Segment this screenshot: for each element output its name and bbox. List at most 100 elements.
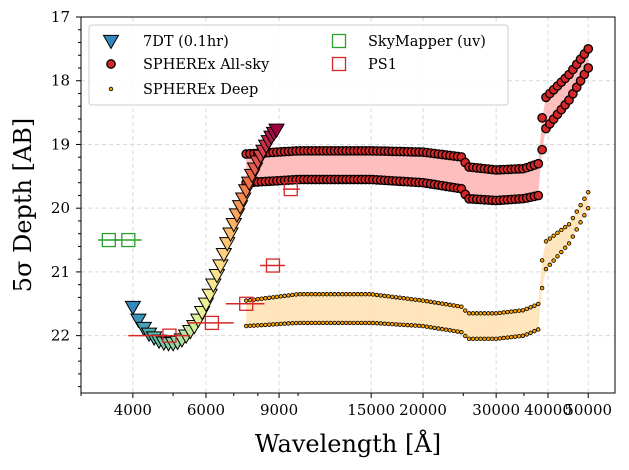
- spherex-deep-point: [578, 220, 583, 225]
- legend-label: 7DT (0.1hr): [143, 34, 229, 50]
- spherex-deep-point: [574, 227, 579, 232]
- spherex-deep-point: [463, 333, 468, 339]
- spherex-deep-point: [274, 321, 280, 327]
- legend-marker-spherex-deep: [108, 86, 114, 92]
- spherex-allsky-point: [533, 190, 544, 201]
- y-tick-label: 19: [51, 135, 70, 153]
- spherex-deep-point: [420, 323, 426, 329]
- spherex-deep-point: [305, 292, 310, 297]
- sevendt-triangle: [215, 247, 233, 263]
- spherex-deep-point: [363, 292, 368, 297]
- spherex-deep-point: [332, 320, 337, 326]
- ps1-square: [265, 258, 281, 273]
- spherex-deep-point: [309, 320, 314, 326]
- legend: 7DT (0.1hr) SPHEREx All-sky SPHEREx Deep Sk…: [88, 24, 509, 106]
- spherex-deep-point: [562, 245, 568, 250]
- sevendt-triangle: [268, 123, 285, 139]
- ps1-square: [283, 181, 298, 197]
- spherex-deep-point: [513, 308, 518, 314]
- ps1-square: [239, 296, 254, 311]
- spherex-deep-point: [405, 296, 410, 301]
- spherex-deep-point: [374, 292, 380, 298]
- spherex-deep-point: [351, 320, 357, 326]
- y-tick-label: 22: [51, 327, 70, 345]
- spherex-deep-point: [405, 322, 410, 328]
- spherex-deep-point: [570, 234, 576, 239]
- spherex-deep-point: [244, 323, 249, 329]
- spherex-allsky-point: [583, 63, 594, 73]
- spherex-deep-point: [432, 300, 437, 305]
- spherex-deep-point: [497, 310, 503, 316]
- spherex-deep-point: [370, 292, 376, 297]
- spherex-deep-point: [555, 254, 560, 259]
- spherex-deep-point: [259, 296, 264, 301]
- spherex-deep-point: [455, 329, 460, 334]
- spherex-deep-point: [309, 292, 314, 297]
- spherex-deep-point: [505, 335, 510, 340]
- spherex-deep-point: [286, 293, 291, 298]
- spherex-deep-point: [324, 320, 330, 326]
- spherex-deep-point: [455, 303, 460, 309]
- spherex-deep-point: [378, 293, 383, 298]
- spherex-deep-point: [443, 302, 449, 307]
- spherex-deep-point: [278, 321, 283, 327]
- spherex-deep-point: [566, 241, 572, 246]
- spherex-allsky-band: [246, 48, 589, 201]
- spherex-deep-point: [313, 320, 318, 326]
- spherex-deep-point: [401, 296, 406, 301]
- spherex-deep-point: [586, 190, 591, 195]
- spherex-deep-point: [524, 306, 529, 312]
- depth-bands: [246, 48, 589, 339]
- spherex-deep-point: [290, 321, 295, 326]
- spherex-deep-band: [246, 192, 589, 339]
- spherex-deep-point: [513, 334, 518, 339]
- spherex-deep-point: [270, 295, 276, 300]
- spherex-deep-point: [532, 303, 537, 308]
- spherex-deep-point: [332, 292, 337, 297]
- spherex-deep-point: [547, 262, 553, 268]
- spherex-deep-point: [336, 320, 341, 326]
- spherex-deep-point: [586, 205, 591, 211]
- spherex-deep-point: [559, 249, 564, 255]
- spherex-deep-point: [355, 292, 360, 297]
- spherex-deep-point: [493, 311, 499, 316]
- legend-marker-7dt: [102, 34, 120, 50]
- spherex-deep-point: [566, 222, 572, 227]
- spherex-deep-point: [413, 323, 418, 328]
- spherex-deep-point: [440, 326, 445, 332]
- spherex-deep-point: [551, 233, 556, 238]
- legend-frame: [88, 24, 509, 106]
- skymapper-square: [121, 232, 136, 248]
- spherex-deep-point: [551, 258, 556, 263]
- spherex-deep-point: [251, 323, 257, 328]
- spherex-deep-point: [447, 302, 453, 308]
- spherex-deep-point: [255, 296, 260, 302]
- spherex-deep-point: [501, 310, 506, 315]
- spherex-deep-point: [436, 326, 441, 331]
- y-axis-title: 5σ Depth [AB]: [9, 118, 37, 293]
- spherex-deep-point: [278, 294, 283, 299]
- spherex-deep-point: [497, 336, 503, 341]
- spherex-deep-point: [413, 297, 418, 302]
- legend-label: SkyMapper (uv): [368, 34, 486, 50]
- spherex-deep-point: [255, 323, 260, 328]
- data-marks: [98, 44, 594, 352]
- spherex-deep-point: [420, 298, 426, 303]
- spherex-deep-point: [247, 297, 253, 303]
- spherex-deep-point: [409, 296, 414, 302]
- spherex-deep-point: [536, 327, 541, 332]
- spherex-deep-point: [570, 215, 576, 221]
- spherex-deep-point: [267, 322, 272, 327]
- spherex-deep-point: [474, 311, 479, 316]
- spherex-deep-point: [390, 321, 395, 327]
- spherex-deep-point: [505, 309, 510, 315]
- spherex-deep-point: [378, 321, 383, 326]
- spherex-deep-point: [328, 320, 333, 326]
- sevendt-triangle: [124, 300, 142, 316]
- spherex-deep-point: [486, 336, 491, 342]
- spherex-deep-point: [317, 292, 322, 297]
- spherex-deep-point: [282, 293, 287, 299]
- spherex-deep-point: [374, 321, 380, 326]
- spherex-deep-point: [340, 292, 345, 297]
- sevendt-triangle: [130, 313, 147, 329]
